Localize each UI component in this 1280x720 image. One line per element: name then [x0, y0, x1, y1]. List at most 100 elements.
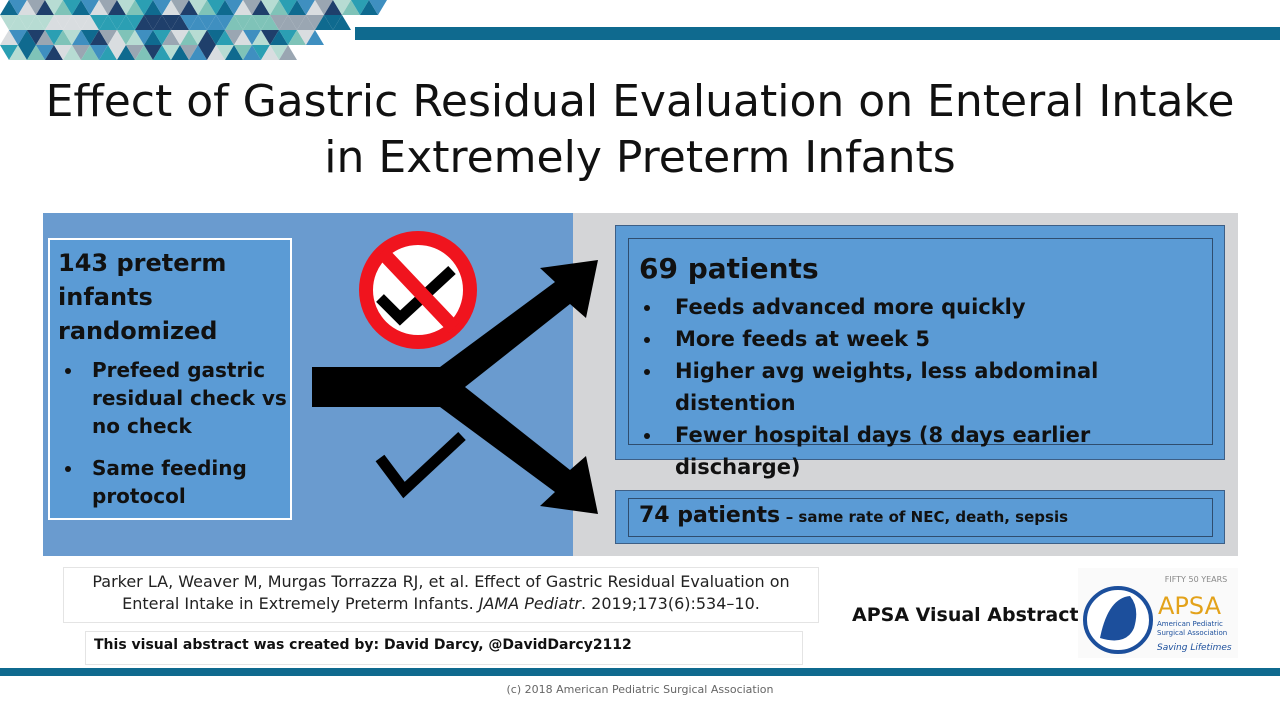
triangle: [297, 0, 315, 15]
triangle: [144, 15, 162, 30]
triangle: [225, 45, 243, 60]
triangle: [234, 0, 252, 15]
triangle: [18, 45, 36, 60]
citation-text: Parker LA, Weaver M, Murgas Torrazza RJ,…: [92, 572, 790, 613]
triangle: [108, 45, 126, 60]
bullet: Fewer hospital days (8 days earlier disc…: [663, 419, 1212, 483]
triangle: [36, 15, 54, 30]
triangle: [108, 15, 126, 30]
title: Effect of Gastric Residual Evaluation on…: [0, 74, 1280, 186]
triangle: [27, 45, 45, 60]
triangle: [72, 30, 90, 45]
triangle: [135, 45, 153, 60]
triangle: [225, 30, 243, 45]
bullet: Higher avg weights, less abdominal diste…: [663, 355, 1212, 419]
triangle: [144, 30, 162, 45]
triangle: [261, 30, 279, 45]
triangle: [252, 45, 270, 60]
triangle: [126, 15, 144, 30]
triangle: [234, 45, 252, 60]
triangle: [0, 0, 18, 15]
arm-b-detail: – same rate of NEC, death, sepsis: [785, 508, 1069, 526]
triangle: [81, 45, 99, 60]
triangle: [261, 0, 279, 15]
logo-org: American Pediatric: [1157, 620, 1223, 628]
triangle: [216, 45, 234, 60]
triangle: [108, 30, 126, 45]
triangle: [27, 15, 45, 30]
triangle: [252, 30, 270, 45]
triangle: [9, 15, 27, 30]
triangle: [288, 30, 306, 45]
triangle: [342, 0, 360, 15]
triangle: [108, 0, 126, 15]
triangle: [189, 0, 207, 15]
triangle: [81, 30, 99, 45]
triangle: [54, 30, 72, 45]
arm-a-list: Feeds advanced more quickly More feeds a…: [639, 291, 1212, 483]
triangle: [207, 45, 225, 60]
triangle: [36, 30, 54, 45]
triangle: [63, 30, 81, 45]
triangle: [162, 0, 180, 15]
triangle: [36, 0, 54, 15]
triangle: [72, 0, 90, 15]
triangle: [54, 45, 72, 60]
triangle: [54, 0, 72, 15]
triangle: [234, 30, 252, 45]
triangle: [225, 15, 243, 30]
check-crossed: [376, 265, 456, 326]
triangle: [189, 45, 207, 60]
arm-b: 74 patients – same rate of NEC, death, s…: [628, 498, 1213, 537]
arm-b-box: [615, 490, 1225, 544]
triangle: [324, 0, 342, 15]
bullet: Prefeed gastric residual check vs no che…: [84, 356, 290, 440]
triangle: [72, 15, 90, 30]
top-bar: [355, 27, 1280, 40]
triangle: [99, 15, 117, 30]
triangle: [18, 0, 36, 15]
triangle: [0, 30, 18, 45]
triangle: [297, 15, 315, 30]
triangle: [180, 45, 198, 60]
triangle: [360, 0, 378, 15]
triangle: [45, 15, 63, 30]
logo-figure: [1100, 596, 1137, 641]
triangle: [81, 15, 99, 30]
triangle: [171, 15, 189, 30]
triangle: [81, 0, 99, 15]
logo-anniversary: FIFTY 50 YEARS: [1165, 575, 1228, 584]
triangle: [99, 45, 117, 60]
triangle: [63, 15, 81, 30]
footer: (c) 2018 American Pediatric Surgical Ass…: [506, 683, 774, 696]
title-line: Effect of Gastric Residual Evaluation on…: [45, 76, 1235, 127]
triangle: [351, 0, 369, 15]
triangle: [90, 30, 108, 45]
triangle: [27, 30, 45, 45]
triangle: [189, 30, 207, 45]
triangle: [9, 45, 27, 60]
enrollment-list: Prefeed gastric residual check vs no che…: [58, 356, 290, 510]
triangle: [72, 45, 90, 60]
triangle: [135, 0, 153, 15]
triangle: [54, 15, 72, 30]
triangle: [243, 30, 261, 45]
triangle: [306, 0, 324, 15]
triangle: [243, 45, 261, 60]
triangle: [333, 0, 351, 15]
triangle: [234, 15, 252, 30]
triangle: [288, 15, 306, 30]
logo-tagline: Saving Lifetimes: [1157, 643, 1232, 653]
triangle: [162, 30, 180, 45]
triangle: [315, 0, 333, 15]
triangle: [270, 0, 288, 15]
triangle: [126, 30, 144, 45]
triangle: [369, 0, 387, 15]
triangle: [252, 0, 270, 15]
triangle: [207, 15, 225, 30]
triangle: [144, 45, 162, 60]
triangle: [225, 0, 243, 15]
triangle: [180, 15, 198, 30]
citation: Parker LA, Weaver M, Murgas Torrazza RJ,…: [63, 567, 819, 623]
